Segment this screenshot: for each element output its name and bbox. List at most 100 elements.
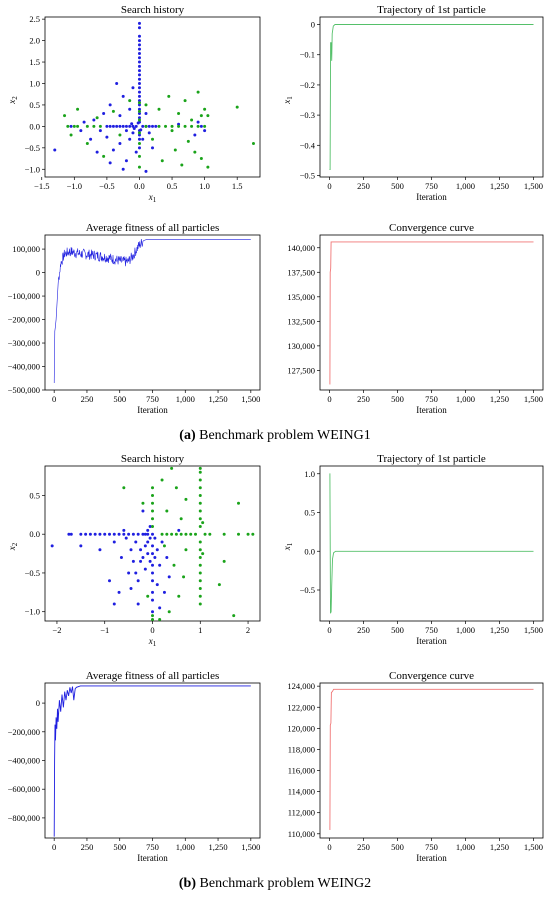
scatter-point [124, 536, 128, 540]
scatter-point [217, 583, 221, 587]
plot-data [329, 473, 534, 614]
scatter-point [79, 532, 83, 536]
y-tick-label: 1.0 [304, 469, 315, 479]
scatter-point [137, 137, 141, 141]
scatter-point [147, 124, 151, 128]
series-line [329, 241, 534, 385]
scatter-point [151, 598, 154, 602]
x-tick-label: 750 [425, 842, 438, 852]
y-tick-label: 100,000 [12, 244, 40, 254]
x-tick-label: 0 [52, 394, 56, 404]
scatter-point [137, 39, 141, 43]
x-axis-label: Iteration [416, 636, 447, 646]
scatter-point [189, 532, 193, 536]
x-tick-label: 0.5 [167, 181, 178, 191]
scatter-point [137, 146, 141, 150]
plot-data [50, 466, 255, 621]
x-tick-label: 250 [81, 842, 94, 852]
y-tick-label: −600,000 [8, 784, 40, 794]
scatter-point [144, 169, 148, 173]
scatter-point [158, 606, 162, 610]
scatter-point [146, 532, 150, 536]
x-tick-label: 1.5 [232, 181, 243, 191]
scatter-point [193, 133, 197, 137]
scatter-point [170, 466, 174, 470]
scatter-point [128, 107, 132, 111]
scatter-point [112, 602, 116, 606]
scatter-point [69, 124, 73, 128]
scatter-point [137, 47, 141, 51]
scatter-point [72, 124, 76, 128]
scatter-point [198, 548, 202, 552]
scatter-point [183, 124, 187, 128]
x-tick-label: 250 [357, 181, 370, 191]
scatter-point [66, 124, 70, 128]
y-tick-label: 2.5 [29, 14, 40, 24]
scatter-point [82, 120, 86, 124]
y-tick-label: 0.0 [29, 529, 40, 539]
y-tick-label: 112,000 [288, 808, 315, 818]
caption-b: (b) Benchmark problem WEING2 [0, 876, 550, 892]
scatter-point [177, 122, 181, 126]
scatter-point [137, 26, 141, 30]
chart-title: Search history [121, 453, 185, 465]
scatter-point [131, 532, 135, 536]
scatter-point [76, 124, 80, 128]
scatter-point [151, 124, 154, 128]
x-tick-label: 0 [327, 842, 331, 852]
x-tick-label: 250 [357, 842, 370, 852]
scatter-point [67, 532, 71, 536]
scatter-point [158, 617, 162, 621]
scatter-point [177, 124, 181, 128]
scatter-point [115, 124, 119, 128]
scatter-point [108, 124, 112, 128]
scatter-point [137, 165, 141, 169]
b-avg-panel: Average fitness of all particles 0 250 500 7… [8, 670, 261, 863]
scatter-point [95, 150, 99, 154]
scatter-point [198, 501, 202, 505]
scatter-point [151, 610, 154, 614]
scatter-point [131, 131, 135, 135]
scatter-point [134, 150, 138, 154]
scatter-point [184, 532, 188, 536]
scatter-point [141, 509, 145, 513]
y-tick-label: 0.0 [304, 546, 315, 556]
scatter-point [170, 129, 174, 133]
x-tick-label: 500 [391, 842, 404, 852]
scatter-point [153, 536, 157, 540]
x-tick-label: 1,250 [490, 842, 509, 852]
scatter-point [137, 142, 141, 146]
scatter-point [153, 555, 157, 559]
scatter-point [165, 555, 169, 559]
scatter-point [137, 109, 141, 113]
chart-title: Average fitness of all particles [86, 222, 220, 234]
y-tick-label: 0.5 [29, 100, 40, 110]
scatter-point [174, 532, 178, 536]
y-tick-label: −0.2 [300, 80, 315, 90]
x-tick-label: 250 [81, 394, 94, 404]
scatter-point [115, 81, 119, 85]
scatter-point [118, 133, 122, 137]
scatter-point [129, 548, 133, 552]
y-tick-label: 132,500 [287, 316, 315, 326]
y-tick-label: −400,000 [8, 362, 40, 372]
scatter-point [146, 594, 150, 598]
a-search-panel: Search history −1.5 −1.0 −0.5 0.0 0.5 1.0 1.5 −1… [7, 4, 261, 204]
scatter-point [155, 548, 159, 552]
y-tick-label: 1.0 [29, 78, 40, 88]
scatter-point [53, 148, 57, 152]
scatter-point [124, 159, 128, 163]
x-tick-label: 0 [327, 625, 331, 635]
scatter-point [146, 552, 150, 556]
scatter-point [92, 124, 96, 128]
scatter-point [137, 107, 141, 111]
scatter-point [105, 124, 109, 128]
scatter-point [143, 567, 147, 571]
scatter-point [121, 124, 125, 128]
scatter-point [50, 544, 54, 548]
scatter-point [206, 114, 210, 118]
caption-a-letter: (a) [179, 428, 196, 443]
scatter-point [198, 493, 202, 497]
scatter-point [122, 528, 126, 532]
y-tick-label: 124,000 [287, 681, 315, 691]
